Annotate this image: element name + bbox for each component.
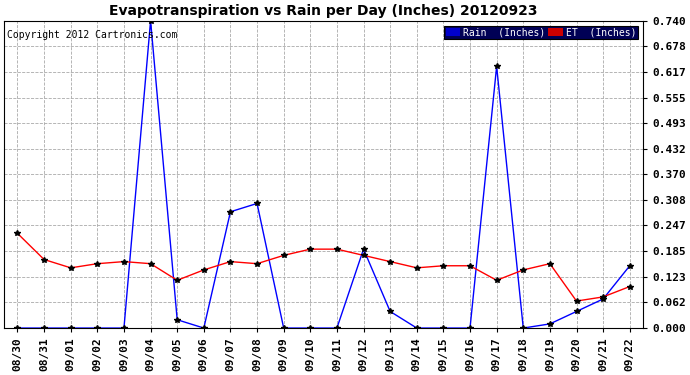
Legend: Rain  (Inches), ET  (Inches): Rain (Inches), ET (Inches) [444, 26, 638, 39]
Text: Copyright 2012 Cartronics.com: Copyright 2012 Cartronics.com [8, 30, 178, 40]
Title: Evapotranspiration vs Rain per Day (Inches) 20120923: Evapotranspiration vs Rain per Day (Inch… [109, 4, 538, 18]
